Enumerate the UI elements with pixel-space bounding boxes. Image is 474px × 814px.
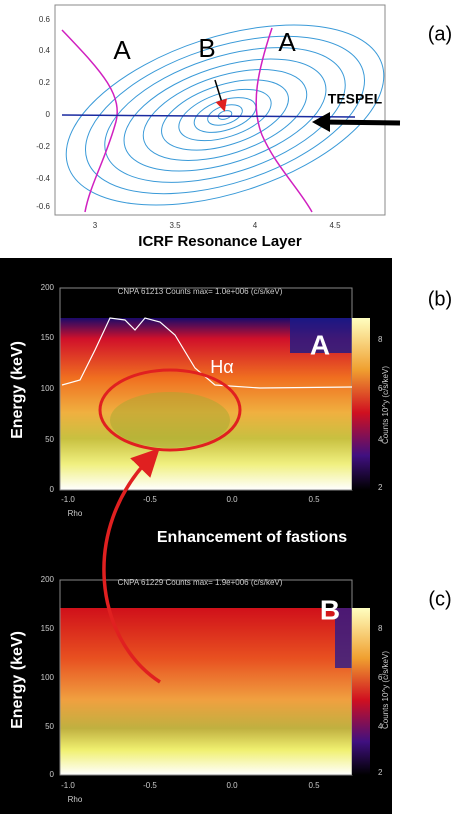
x-tick-label: 0.5 — [308, 495, 320, 504]
x-axis-label: Rho — [68, 795, 83, 804]
plot-frame — [54, 4, 386, 216]
x-tick-label: 0.0 — [226, 781, 238, 790]
y-axis-label: Energy (keV) — [9, 631, 26, 729]
annotation: A — [310, 329, 330, 360]
y-tick-label: 0.4 — [39, 46, 51, 55]
y-tick-label: 200 — [41, 575, 55, 584]
colorbar-tick: 4 — [378, 722, 383, 731]
x-tick-label: 4.5 — [329, 221, 341, 230]
curved-arrow — [102, 447, 161, 684]
panel-label: (a) — [428, 23, 452, 45]
annotation: Hα — [210, 357, 233, 377]
tespel-arrow — [321, 119, 401, 126]
plot-header: CNPA 61229 Counts max= 1.9e+006 (c/s/keV… — [118, 578, 283, 587]
x-tick-label: 0.5 — [308, 781, 320, 790]
x-tick-label: -1.0 — [61, 495, 75, 504]
x-tick-label: 0.0 — [226, 495, 238, 504]
y-tick-label: -0.6 — [36, 202, 50, 211]
y-tick-label: 0.6 — [39, 15, 51, 24]
h-alpha-trace — [61, 317, 353, 389]
heatmap — [60, 608, 352, 775]
colorbar-tick: 8 — [378, 624, 383, 633]
colorbar-label: Counts 10^y (c/s/keV) — [381, 366, 390, 444]
y-tick-label: 50 — [45, 722, 54, 731]
tespel-path — [61, 114, 356, 118]
annotation: TESPEL — [328, 91, 383, 107]
tespel-arrowhead — [312, 112, 330, 132]
y-tick-label: 100 — [41, 673, 55, 682]
colorbar-tick: 6 — [378, 673, 383, 682]
annotation: A — [113, 35, 131, 65]
y-tick-label: -0.2 — [36, 142, 50, 151]
x-tick-label: -1.0 — [61, 781, 75, 790]
x-tick-label: 3 — [93, 221, 98, 230]
x-axis-label: ICRF Resonance Layer — [138, 233, 302, 250]
colorbar — [352, 318, 370, 490]
y-tick-label: 200 — [41, 283, 55, 292]
y-tick-label: 0 — [50, 485, 55, 494]
colorbar-label: Counts 10^y (c/s/keV) — [381, 651, 390, 729]
y-tick-label: 100 — [41, 384, 55, 393]
panel-b: CNPA 61213 Counts max= 1.0e+006 (c/s/keV… — [9, 283, 452, 518]
resonance-left — [61, 29, 118, 213]
y-tick-label: -0.4 — [36, 174, 50, 183]
heatmap-patch — [290, 318, 352, 353]
annotation: A — [278, 27, 296, 57]
panel-c: CNPA 61229 Counts max= 1.9e+006 (c/s/keV… — [9, 447, 452, 804]
heatmap-patch — [335, 608, 352, 668]
colorbar-tick: 4 — [378, 435, 383, 444]
b-arrow — [214, 79, 227, 112]
annotation: B — [320, 594, 340, 625]
colorbar-tick: 8 — [378, 335, 383, 344]
panel-label: (b) — [428, 288, 452, 310]
plot-header: CNPA 61213 Counts max= 1.0e+006 (c/s/keV… — [118, 287, 283, 296]
annotation: B — [198, 33, 215, 63]
panel-a: 0.6 0.4 0.2 0 -0.2 -0.4 -0.6 3 3.5 4 4.5… — [36, 4, 452, 250]
y-tick-label: 0 — [46, 110, 51, 119]
y-tick-label: 150 — [41, 624, 55, 633]
x-tick-label: -0.5 — [143, 781, 157, 790]
x-axis-label: Rho — [68, 509, 83, 518]
y-tick-label: 0 — [50, 770, 55, 779]
colorbar — [352, 608, 370, 775]
colorbar-tick: 6 — [378, 384, 383, 393]
y-tick-label: 0.2 — [39, 78, 51, 87]
highlight-ellipse — [98, 368, 242, 452]
y-tick-label: 150 — [41, 333, 55, 342]
x-tick-label: 3.5 — [169, 221, 181, 230]
resonance-right — [255, 27, 313, 213]
colorbar-tick: 2 — [378, 483, 383, 492]
heatmap-bump — [110, 392, 230, 448]
x-tick-label: -0.5 — [143, 495, 157, 504]
caption: Enhancement of fastions — [157, 529, 347, 546]
y-axis-label: Energy (keV) — [9, 341, 26, 439]
panel-label: (c) — [428, 588, 451, 610]
y-tick-label: 50 — [45, 435, 54, 444]
x-tick-label: 4 — [253, 221, 258, 230]
colorbar-tick: 2 — [378, 768, 383, 777]
